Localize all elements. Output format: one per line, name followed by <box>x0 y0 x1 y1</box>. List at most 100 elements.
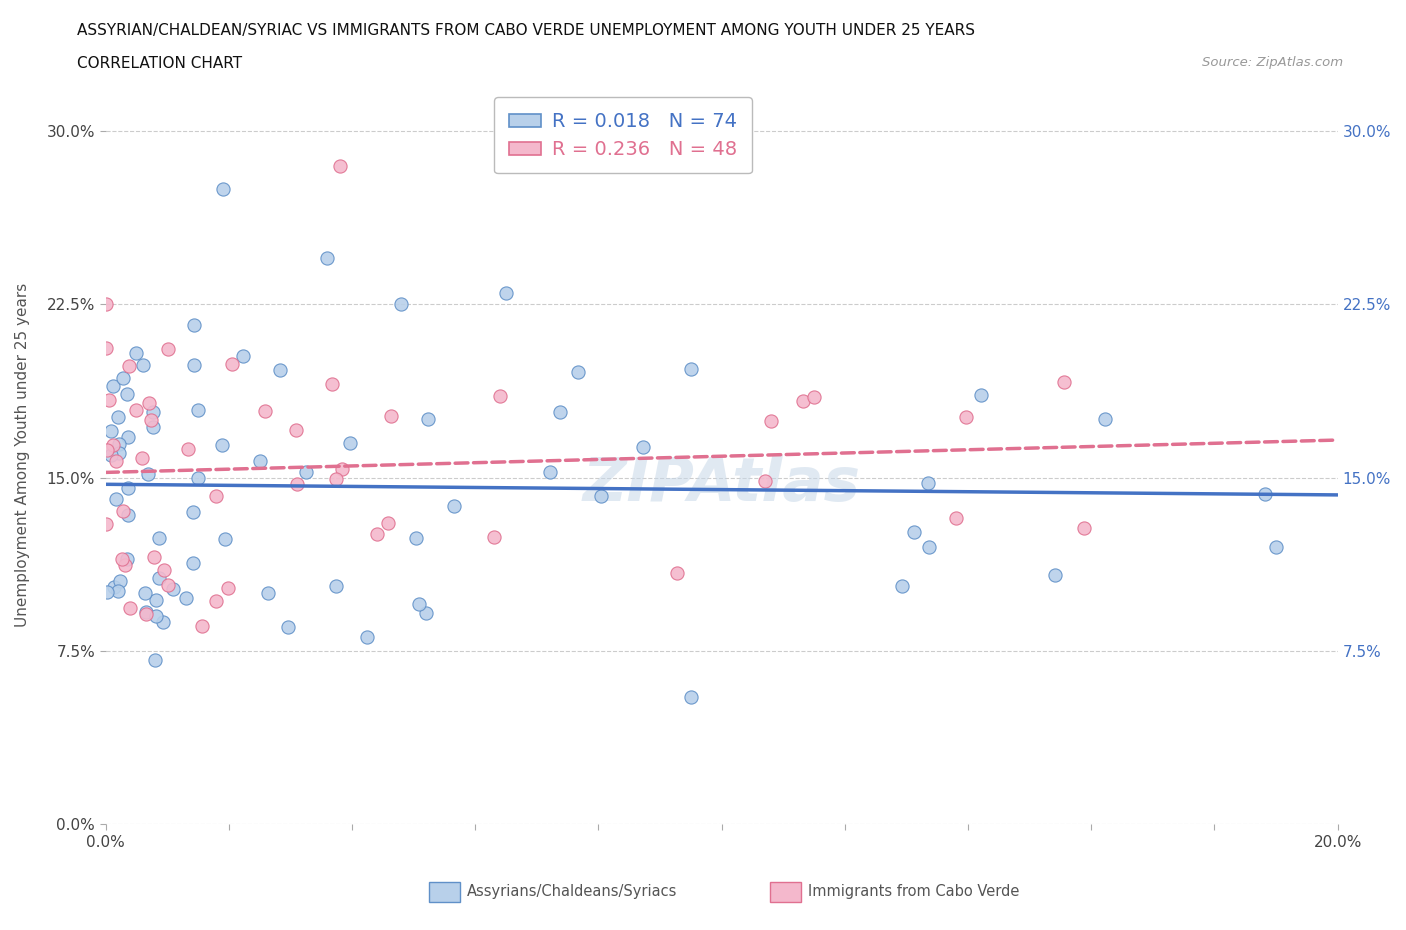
Point <box>366 526 388 541</box>
Text: Source: ZipAtlas.com: Source: ZipAtlas.com <box>1202 56 1343 69</box>
Point <box>183 555 205 570</box>
Point <box>110 574 132 589</box>
Point <box>138 396 160 411</box>
Point <box>405 530 427 545</box>
Point <box>134 586 156 601</box>
Point <box>131 451 153 466</box>
Point <box>125 345 148 360</box>
Point <box>135 604 157 619</box>
Point <box>1254 486 1277 501</box>
Point <box>339 436 361 451</box>
Point <box>143 652 166 667</box>
Point <box>277 619 299 634</box>
Text: Assyrians/Chaldeans/Syriacs: Assyrians/Chaldeans/Syriacs <box>467 884 678 899</box>
Point <box>108 445 131 460</box>
Point <box>538 465 561 480</box>
Point <box>139 413 162 428</box>
Point <box>156 578 179 592</box>
Point <box>107 436 129 451</box>
Point <box>1265 539 1288 554</box>
Point <box>221 356 243 371</box>
Point <box>187 403 209 418</box>
Point <box>211 438 233 453</box>
Point <box>211 181 233 196</box>
Point <box>679 362 702 377</box>
Point <box>356 629 378 644</box>
Point <box>187 471 209 485</box>
Point <box>118 358 141 373</box>
Point <box>114 557 136 572</box>
Text: CORRELATION CHART: CORRELATION CHART <box>77 56 242 71</box>
Point <box>183 318 205 333</box>
Point <box>94 517 117 532</box>
Point <box>1094 412 1116 427</box>
Point <box>111 370 134 385</box>
Point <box>142 405 165 419</box>
Point <box>330 462 353 477</box>
Point <box>145 592 167 607</box>
Point <box>96 443 118 458</box>
Point <box>148 571 170 586</box>
Point <box>118 601 141 616</box>
Point <box>754 474 776 489</box>
Point <box>107 410 129 425</box>
Point <box>316 251 339 266</box>
Legend: R = 0.018   N = 74, R = 0.236   N = 48: R = 0.018 N = 74, R = 0.236 N = 48 <box>495 98 752 173</box>
Point <box>1045 568 1067 583</box>
Point <box>205 594 228 609</box>
Point <box>665 565 688 580</box>
Point <box>104 454 127 469</box>
Point <box>803 390 825 405</box>
Point <box>132 358 155 373</box>
Y-axis label: Unemployment Among Youth under 25 years: Unemployment Among Youth under 25 years <box>15 283 30 627</box>
Point <box>759 413 782 428</box>
Point <box>94 297 117 312</box>
Point <box>945 511 967 525</box>
Point <box>115 551 138 566</box>
Point <box>408 596 430 611</box>
Point <box>156 342 179 357</box>
Point <box>214 532 236 547</box>
Point <box>589 488 612 503</box>
Point <box>232 349 254 364</box>
Point <box>107 583 129 598</box>
Text: ASSYRIAN/CHALDEAN/SYRIAC VS IMMIGRANTS FROM CABO VERDE UNEMPLOYMENT AMONG YOUTH : ASSYRIAN/CHALDEAN/SYRIAC VS IMMIGRANTS F… <box>77 23 976 38</box>
Point <box>285 476 308 491</box>
Point <box>792 394 814 409</box>
Point <box>98 392 121 407</box>
Point <box>152 614 174 629</box>
Point <box>162 581 184 596</box>
Point <box>117 481 139 496</box>
Text: Immigrants from Cabo Verde: Immigrants from Cabo Verde <box>808 884 1019 899</box>
Point <box>1053 375 1076 390</box>
Point <box>970 388 993 403</box>
Point <box>495 286 517 300</box>
Point <box>377 516 399 531</box>
Point <box>253 404 276 418</box>
Point <box>891 579 914 594</box>
Point <box>143 549 166 564</box>
Point <box>548 405 571 419</box>
Point <box>1073 521 1095 536</box>
Point <box>176 591 198 605</box>
Point <box>631 440 654 455</box>
Point <box>249 454 271 469</box>
Point <box>96 340 118 355</box>
Point <box>567 365 589 379</box>
Point <box>148 530 170 545</box>
Point <box>100 423 122 438</box>
Point <box>101 437 124 452</box>
Point <box>117 430 139 445</box>
Text: ZIPAtlas: ZIPAtlas <box>582 455 860 513</box>
Point <box>105 491 128 506</box>
Point <box>269 363 291 378</box>
Point <box>183 358 205 373</box>
Point <box>389 297 412 312</box>
Point <box>415 605 437 620</box>
Point <box>321 377 343 392</box>
Point <box>918 539 941 554</box>
Point <box>205 488 228 503</box>
Point <box>329 158 352 173</box>
Point <box>443 498 465 513</box>
Point <box>103 579 125 594</box>
